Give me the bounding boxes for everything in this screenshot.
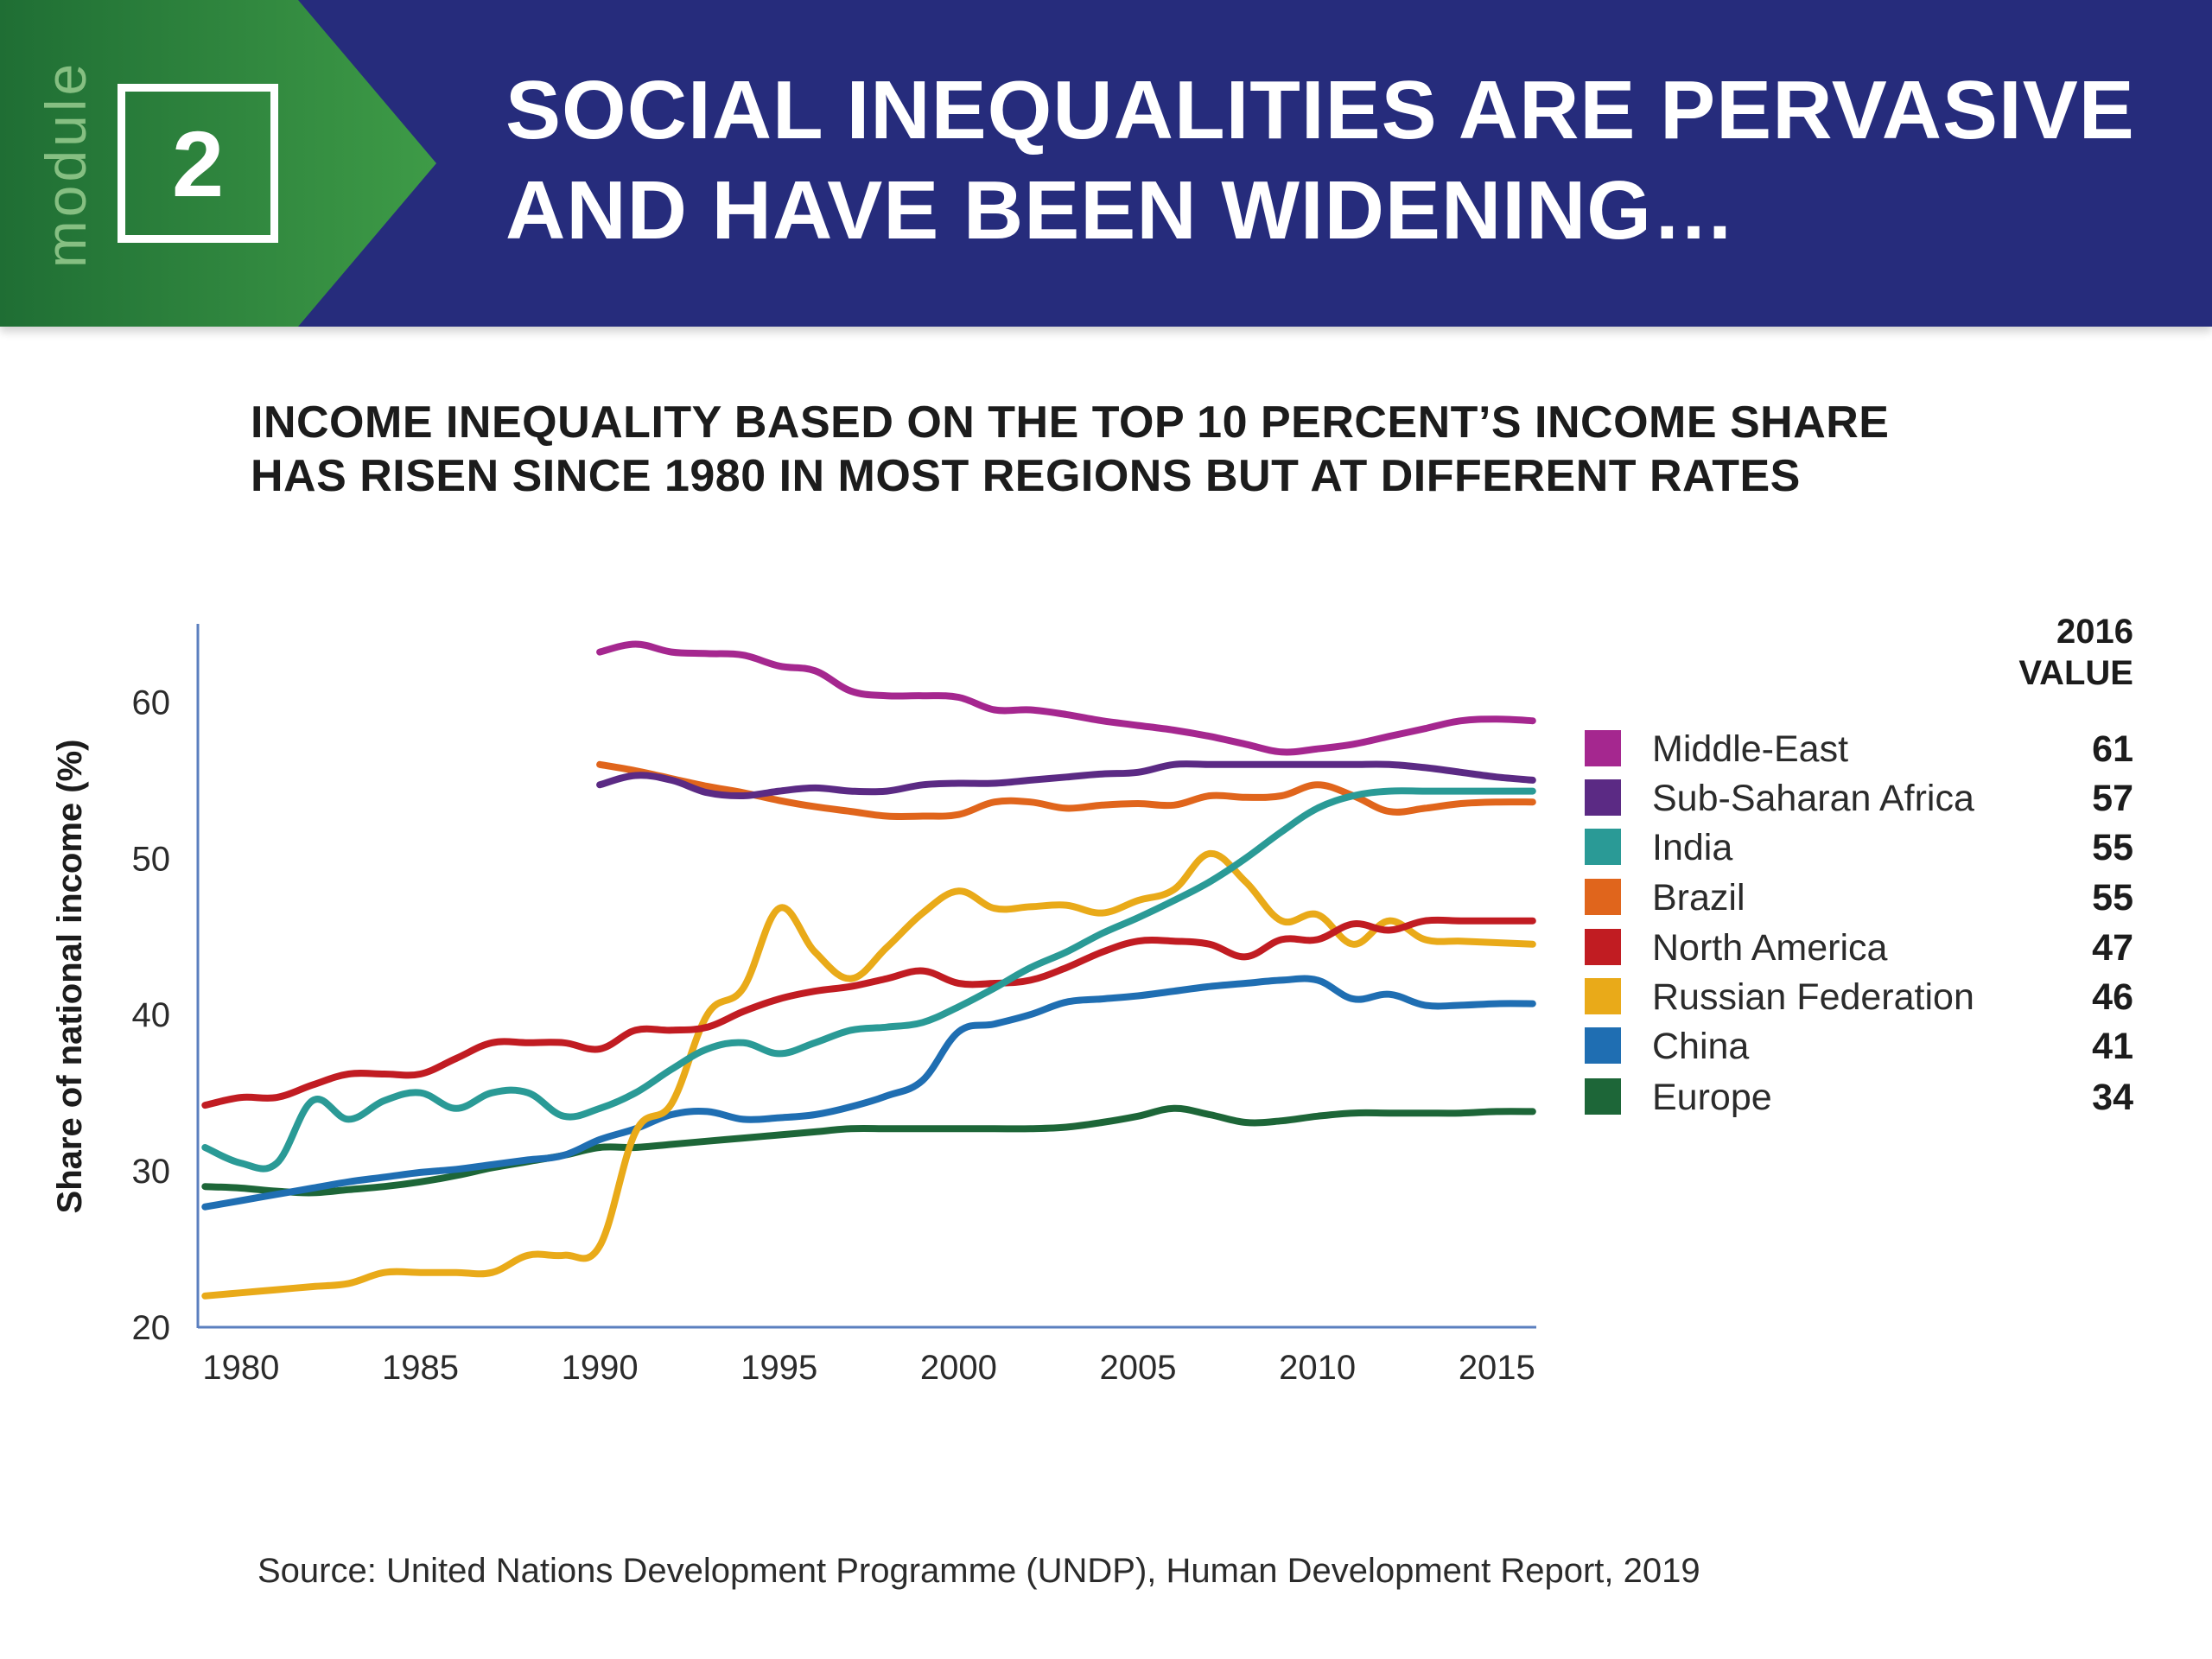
series-line-sub-saharan-africa (596, 760, 1536, 800)
legend-swatch (1585, 1027, 1621, 1064)
legend-header-line-2: VALUE (2018, 654, 2133, 692)
series-line-middle-east (596, 640, 1536, 756)
page-title-line-2: AND HAVE BEEN WIDENING… (505, 164, 1736, 257)
legend-value: 46 (2092, 976, 2133, 1018)
legend-swatch (1585, 1078, 1621, 1115)
chart-axes (196, 624, 1536, 1329)
series-line-europe (201, 1104, 1536, 1197)
x-tick-label: 1990 (562, 1349, 639, 1387)
x-tick-label: 2010 (1279, 1349, 1356, 1387)
chart-subtitle-line-2: HAS RISEN SINCE 1980 IN MOST REGIONS BUT… (251, 451, 1801, 501)
x-tick-label: 1980 (202, 1349, 279, 1387)
legend-value: 55 (2092, 827, 2133, 868)
page-title-line-1: SOCIAL INEQUALITIES ARE PERVASIVE (505, 64, 2135, 156)
series-line-north-america (201, 916, 1536, 1109)
legend-value: 61 (2092, 728, 2133, 770)
legend-value: 41 (2092, 1026, 2133, 1067)
x-tick-label: 1985 (382, 1349, 459, 1387)
legend-swatch (1585, 829, 1621, 865)
legend-swatch (1585, 978, 1621, 1014)
y-tick-label: 60 (132, 683, 171, 721)
module-number-box: 2 (118, 84, 278, 243)
legend-header-line-1: 2016 (2056, 613, 2133, 651)
legend-label: North America (1652, 927, 1888, 969)
legend-label: Brazil (1652, 877, 1745, 918)
y-tick-label: 20 (132, 1309, 171, 1347)
legend-label: China (1652, 1026, 1749, 1067)
legend-swatch (1585, 779, 1621, 816)
legend-swatch (1585, 879, 1621, 915)
legend-value: 34 (2092, 1077, 2133, 1118)
legend-swatch (1585, 730, 1621, 766)
y-tick-label: 50 (132, 840, 171, 878)
y-tick-label: 30 (132, 1153, 171, 1191)
series-line-india (201, 787, 1536, 1173)
y-axis-label: Share of national income (%) (51, 740, 89, 1214)
y-tick-label: 40 (132, 996, 171, 1034)
module-number: 2 (171, 111, 225, 216)
x-tick-label: 2000 (920, 1349, 997, 1387)
legend-item-china: China 41 (1585, 1026, 2133, 1067)
legend: 2016 VALUE Middle-East 61 Sub-Saharan Afri… (1585, 613, 2133, 1118)
chart-subtitle: INCOME INEQUALITY BASED ON THE TOP 10 PE… (251, 396, 1979, 503)
legend-item-india: India 55 (1585, 827, 2133, 868)
x-tick-label: 2015 (1459, 1349, 1535, 1387)
axis-ticks: 1980 1985 1990 1995 2000 2005 2010 2015 20 30 40 50… (132, 683, 1535, 1387)
legend-item-middle-east: Middle-East 61 (1585, 728, 2133, 770)
legend-label: Russian Federation (1652, 976, 1974, 1018)
legend-value: 57 (2092, 778, 2133, 819)
legend-swatch (1585, 929, 1621, 965)
chart-subtitle-line-1: INCOME INEQUALITY BASED ON THE TOP 10 PE… (251, 397, 1890, 448)
series-line-russian-federation (201, 849, 1536, 1300)
source-note: Source: United Nations Development Progr… (257, 1552, 1700, 1590)
page-title: SOCIAL INEQUALITIES ARE PERVASIVE AND HA… (505, 60, 2147, 261)
legend-item-russian-federation: Russian Federation 46 (1585, 976, 2133, 1018)
legend-value: 55 (2092, 877, 2133, 918)
series-lines (201, 640, 1536, 1300)
legend-value: 47 (2092, 927, 2133, 969)
x-tick-label: 1995 (741, 1349, 817, 1387)
legend-item-sub-saharan-africa: Sub-Saharan Africa 57 (1585, 778, 2133, 819)
module-chevron (0, 0, 436, 327)
legend-item-europe: Europe 34 (1585, 1077, 2133, 1118)
legend-label: Sub-Saharan Africa (1652, 778, 1974, 819)
legend-item-brazil: Brazil 55 (1585, 877, 2133, 918)
legend-label: Europe (1652, 1077, 1772, 1118)
legend-item-north-america: North America 47 (1585, 927, 2133, 969)
x-tick-label: 2005 (1100, 1349, 1177, 1387)
series-line-china (201, 975, 1536, 1211)
legend-label: Middle-East (1652, 728, 1848, 770)
header-banner: module 2 SOCIAL INEQUALITIES ARE PERVASI… (0, 0, 2212, 327)
legend-label: India (1652, 827, 1732, 868)
